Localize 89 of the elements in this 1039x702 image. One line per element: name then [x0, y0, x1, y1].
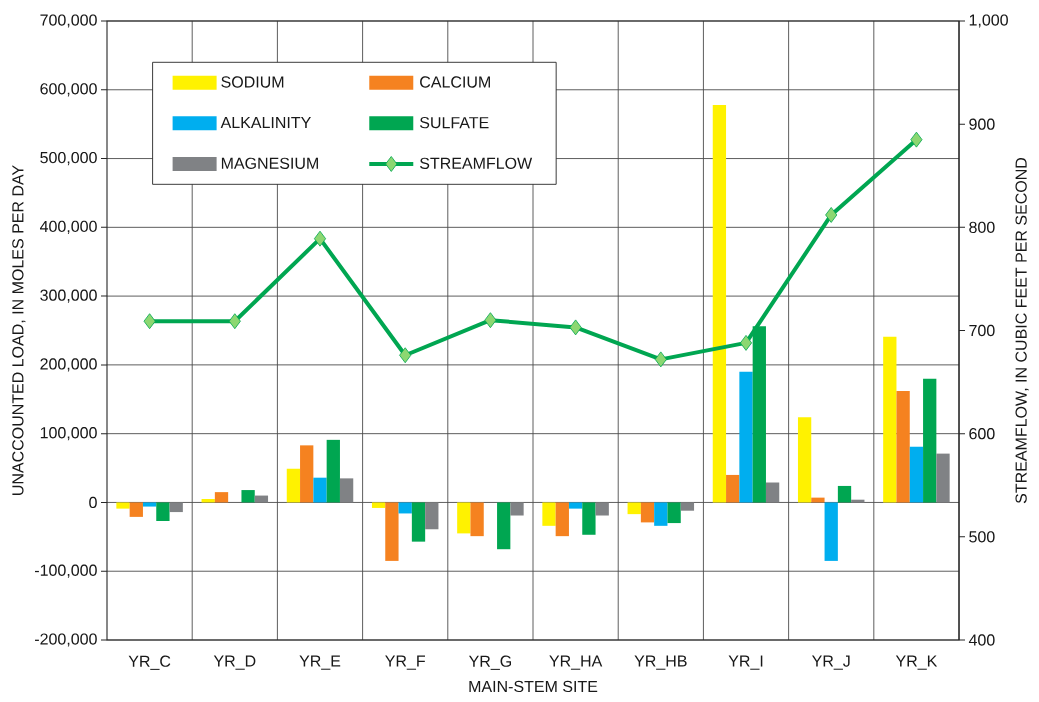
bar	[385, 502, 399, 561]
point	[228, 313, 241, 330]
bar	[326, 439, 340, 503]
bar	[896, 391, 910, 503]
bar	[640, 502, 655, 523]
y-tick-label: 500,000	[40, 151, 97, 166]
bar	[797, 417, 812, 503]
y-tick-label: 600,000	[40, 83, 97, 97]
point	[484, 312, 497, 329]
bar	[765, 482, 780, 503]
y-axis-title: UNACCOUNTED LOAD, IN MOLES PER DAY	[12, 165, 26, 495]
point	[143, 313, 156, 330]
bar	[726, 474, 740, 503]
bar	[497, 502, 511, 550]
x-tick-label: YR_J	[811, 655, 850, 670]
bar	[837, 485, 852, 503]
x-tick-label: YR_F	[385, 655, 425, 670]
y2-tick-label: 500	[969, 531, 995, 543]
bar	[568, 502, 583, 509]
bar	[595, 502, 609, 516]
bar	[923, 378, 937, 503]
y-tick-label: -200,000	[35, 633, 97, 647]
bar	[398, 502, 412, 514]
x-tick-label: YR_C	[128, 655, 171, 670]
point	[399, 347, 412, 364]
bar	[214, 492, 229, 503]
bar	[286, 468, 301, 503]
legend-label: SULFATE	[420, 116, 489, 129]
point	[825, 207, 838, 223]
y2-tick-label: 900	[969, 118, 995, 130]
bar	[883, 336, 897, 503]
bar	[470, 502, 484, 537]
point	[739, 334, 753, 351]
bar	[116, 502, 130, 509]
y2-tick-label: 400	[968, 634, 995, 646]
legend-label: SODIUM	[221, 76, 284, 88]
y-tick-label: -100,000	[35, 564, 97, 578]
bar	[129, 502, 143, 517]
bar	[457, 502, 471, 534]
x-axis-title: MAIN-STEM SITE	[469, 680, 598, 693]
bar	[582, 502, 596, 535]
bar	[667, 502, 681, 524]
bar	[425, 502, 439, 530]
bar	[300, 445, 314, 503]
bar	[156, 502, 170, 522]
bar	[712, 104, 727, 503]
x-tick-label: YR_G	[468, 655, 511, 670]
y2-tick-label: 700	[969, 324, 995, 337]
bar	[824, 502, 838, 561]
y-tick-label: 400,000	[39, 220, 97, 234]
bar	[654, 502, 668, 526]
x-tick-label: YR_D	[213, 655, 256, 670]
bar	[739, 371, 753, 503]
bar	[411, 502, 426, 542]
y-tick-label: 300,000	[40, 289, 97, 303]
y2-tick-label: 1,000	[969, 14, 1008, 28]
bar	[313, 477, 327, 503]
bar	[371, 502, 386, 508]
bar	[555, 502, 569, 537]
y-tick-label: 700,000	[40, 14, 97, 28]
bar	[339, 478, 354, 503]
bar	[909, 446, 924, 503]
bar	[142, 502, 157, 507]
x-tick-label: YR_HB	[634, 655, 687, 670]
legend-label: MAGNESIUM	[221, 157, 318, 169]
y-tick-label: 0	[89, 496, 97, 509]
legend-label: ALKALINITY	[220, 117, 311, 129]
bar	[680, 502, 695, 511]
point	[569, 319, 582, 336]
bar	[169, 502, 183, 513]
x-tick-label: YR_K	[895, 655, 938, 670]
bar	[542, 502, 556, 526]
x-tick-label: YR_HA	[549, 655, 603, 670]
point	[910, 131, 923, 148]
bar	[510, 502, 524, 516]
bar	[936, 453, 950, 503]
bar	[627, 502, 641, 515]
point	[313, 230, 327, 247]
legend-label: STREAMFLOW	[420, 157, 533, 169]
y2-tick-label: 800	[969, 221, 995, 233]
y-tick-label: 200,000	[40, 358, 97, 372]
bar	[241, 490, 255, 503]
legend-label: CALCIUM	[420, 76, 490, 88]
y-tick-label: 100,000	[40, 427, 97, 441]
x-tick-label: YR_I	[728, 655, 763, 670]
y2-tick-label: 600	[969, 428, 995, 440]
y2-axis-title: STREAMFLOW, IN CUBIC FEET PER SECOND	[1015, 157, 1029, 504]
x-tick-label: YR_E	[299, 655, 341, 670]
point	[654, 351, 667, 368]
